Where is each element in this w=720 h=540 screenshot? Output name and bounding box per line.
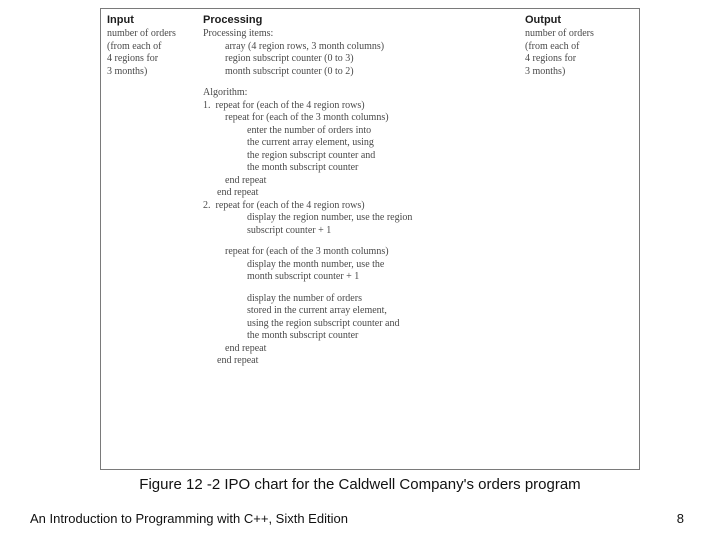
algo-step2-a: subscript counter + 1 <box>203 225 525 238</box>
algo-step2-c: using the region subscript counter and <box>203 318 525 331</box>
output-line: number of orders <box>525 28 625 41</box>
algo-step2-inner-end: end repeat <box>203 343 525 356</box>
processing-item: region subscript counter (0 to 3) <box>203 53 525 66</box>
input-line: 3 months) <box>107 66 203 79</box>
ipo-header-row: Input Processing Output <box>107 14 633 28</box>
algo-step1-head: 1. repeat for (each of the 4 region rows… <box>203 100 525 113</box>
input-line: number of orders <box>107 28 203 41</box>
algo-step2-a: display the region number, use the regio… <box>203 212 525 225</box>
algo-step1-inner-body: enter the number of orders into <box>203 125 525 138</box>
algo-step1-end: end repeat <box>203 187 525 200</box>
algo-step2-c: stored in the current array element, <box>203 305 525 318</box>
footer-book-title: An Introduction to Programming with C++,… <box>30 511 348 526</box>
output-line: 3 months) <box>525 66 625 79</box>
footer-page-number: 8 <box>677 511 684 526</box>
algo-step2-c: display the number of orders <box>203 293 525 306</box>
algo-step2-b: month subscript counter + 1 <box>203 271 525 284</box>
algo-step2-end: end repeat <box>203 355 525 368</box>
figure-caption: Figure 12 -2 IPO chart for the Caldwell … <box>0 476 720 493</box>
input-line: 4 regions for <box>107 53 203 66</box>
algo-step1-inner-end: end repeat <box>203 175 525 188</box>
slide-footer: An Introduction to Programming with C++,… <box>30 511 684 526</box>
algorithm-title: Algorithm: <box>203 87 525 100</box>
algo-step2-b: display the month number, use the <box>203 259 525 272</box>
processing-column: Processing items: array (4 region rows, … <box>203 28 525 368</box>
header-output: Output <box>525 14 625 26</box>
algo-step1-inner-body: the current array element, using <box>203 137 525 150</box>
algo-step1-inner-body: the month subscript counter <box>203 162 525 175</box>
input-column: number of orders (from each of 4 regions… <box>107 28 203 78</box>
ipo-body-row: number of orders (from each of 4 regions… <box>107 28 633 368</box>
input-line: (from each of <box>107 41 203 54</box>
header-processing: Processing <box>203 14 525 26</box>
processing-items-title: Processing items: <box>203 28 525 41</box>
output-line: (from each of <box>525 41 625 54</box>
header-input: Input <box>107 14 203 26</box>
slide-page: Input Processing Output number of orders… <box>0 0 720 540</box>
ipo-chart-box: Input Processing Output number of orders… <box>100 8 640 470</box>
output-column: number of orders (from each of 4 regions… <box>525 28 625 78</box>
output-line: 4 regions for <box>525 53 625 66</box>
processing-item: array (4 region rows, 3 month columns) <box>203 41 525 54</box>
algo-step2-inner-head: repeat for (each of the 3 month columns) <box>203 246 525 259</box>
algo-step1-inner-body: the region subscript counter and <box>203 150 525 163</box>
processing-item: month subscript counter (0 to 2) <box>203 66 525 79</box>
algo-step1-inner-head: repeat for (each of the 3 month columns) <box>203 112 525 125</box>
algo-step2-c: the month subscript counter <box>203 330 525 343</box>
algo-step2-head: 2. repeat for (each of the 4 region rows… <box>203 200 525 213</box>
